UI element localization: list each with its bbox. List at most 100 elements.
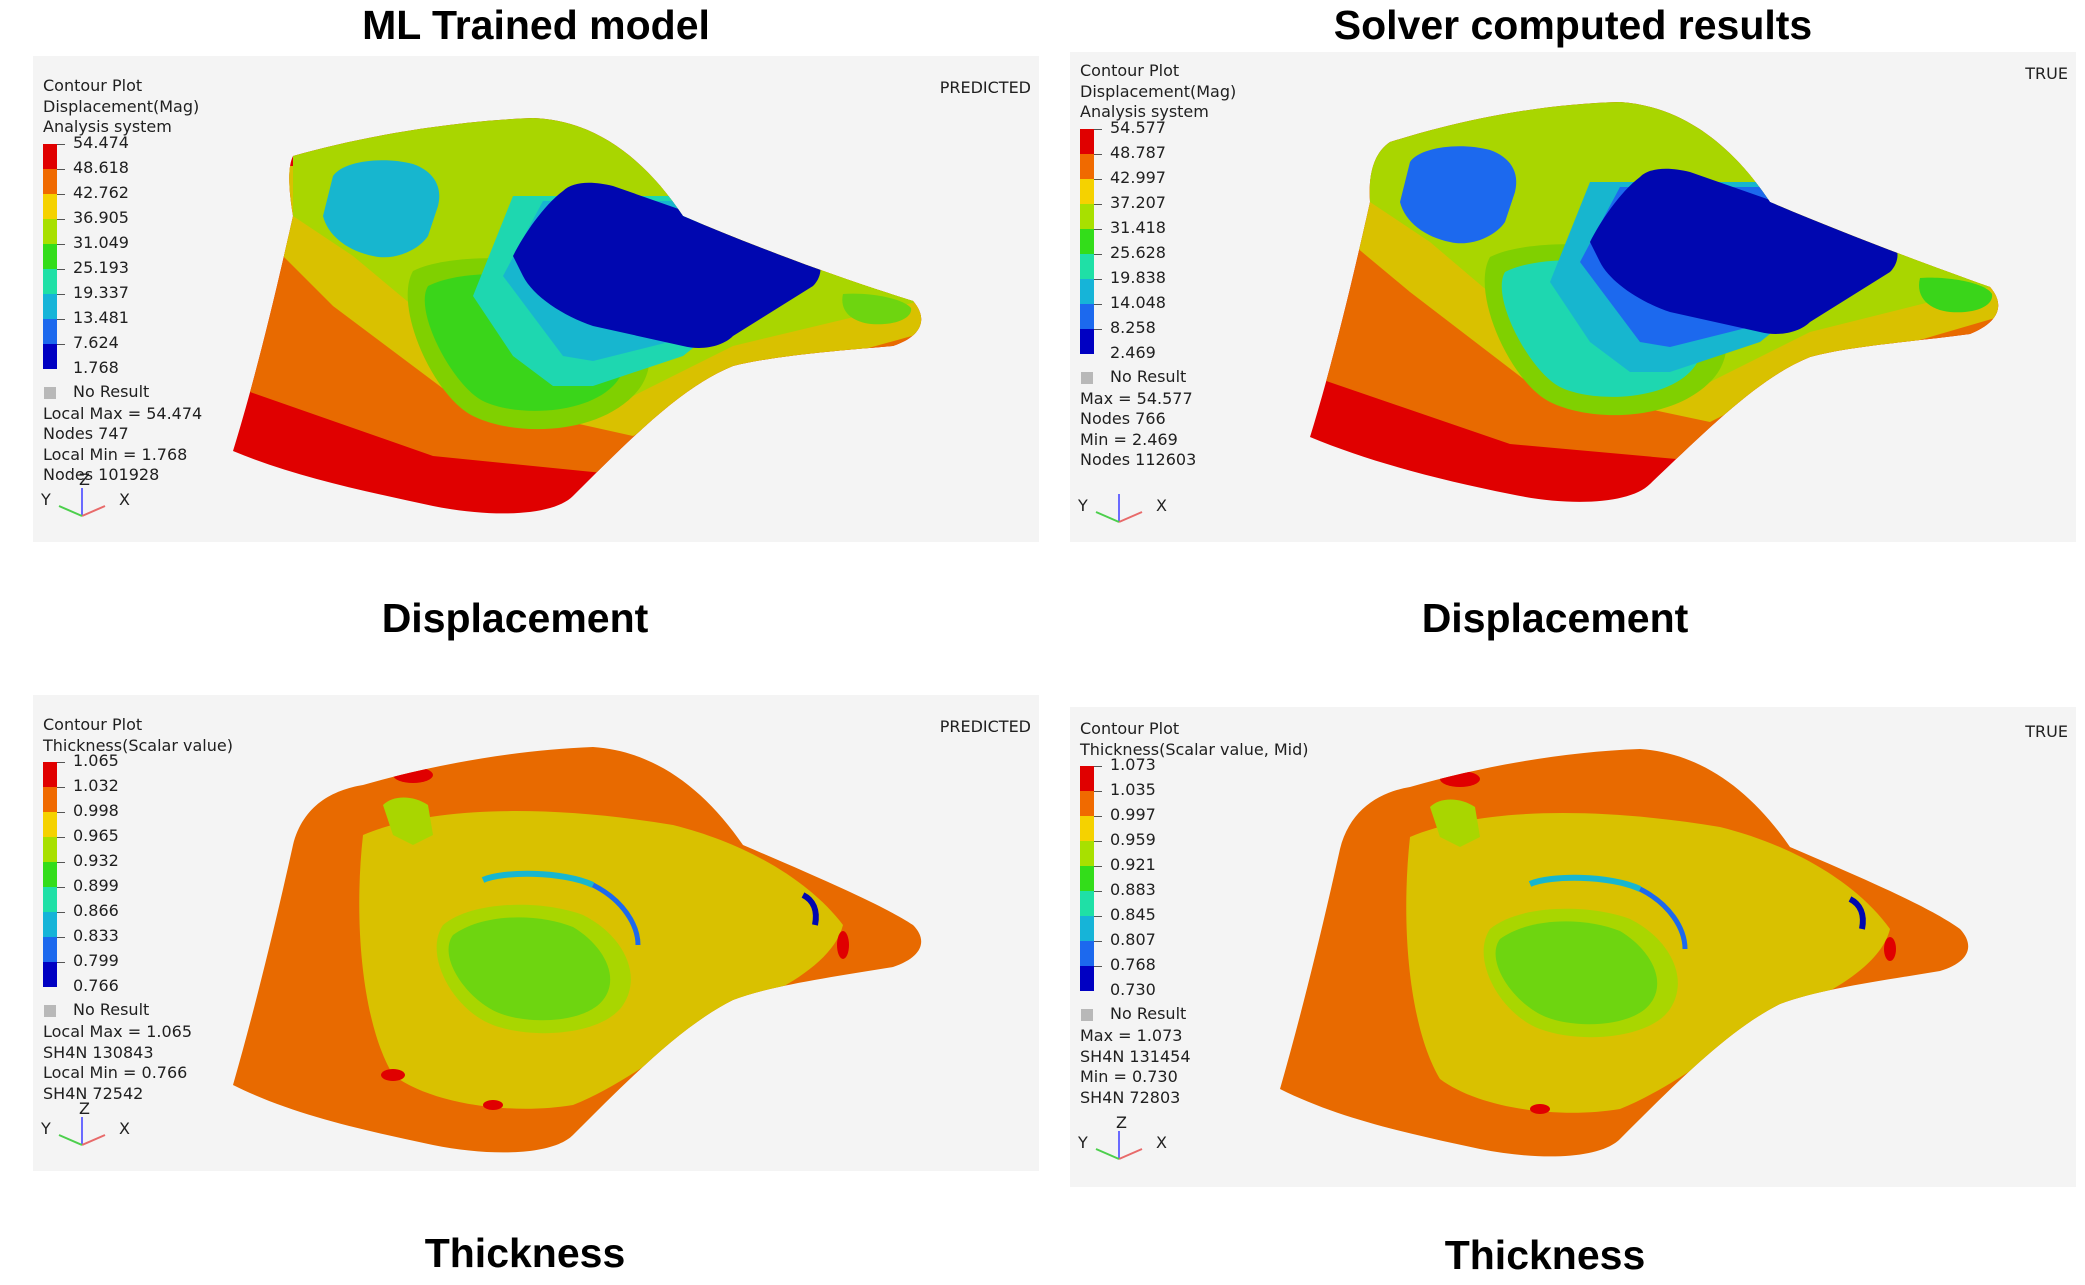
deformed-part-displacement-contour[interactable] <box>33 56 1039 542</box>
color-scale-band: 0.768 <box>1080 955 1309 991</box>
caption-thickness-right: Thickness <box>1444 1232 1646 1278</box>
tick-label: 0.766 <box>73 976 119 995</box>
tick-label: 1.768 <box>73 357 119 377</box>
deformed-part-thickness-contour[interactable] <box>33 695 1039 1171</box>
tick-mark <box>57 168 65 170</box>
legend-stat-line: Nodes 101928 <box>43 465 160 484</box>
legend-header-line: Displacement(Mag) <box>1080 81 1237 101</box>
no-result-entry: No Result <box>43 1000 233 1022</box>
tick-mark <box>1094 841 1102 842</box>
tick-label: 0.833 <box>73 926 119 945</box>
color-scale-band: 48.787 <box>1080 143 1236 179</box>
color-scale: 54.474 48.618 42.762 36.905 31.049 25.193 19.3… <box>43 133 202 380</box>
no-result-entry: No Result <box>1080 1004 1309 1026</box>
color-swatch <box>1080 228 1094 254</box>
legend-stats: Local Max = 54.474 Nodes 747 Local Min = 1… <box>43 404 202 486</box>
color-swatch <box>43 318 57 344</box>
color-scale-band: 0.997 <box>1080 805 1309 841</box>
tick-label: 8.258 <box>1110 317 1156 337</box>
no-result-entry: No Result <box>43 382 202 404</box>
legend-stat-line: Local Min = 1.768 <box>43 444 188 464</box>
no-result-label: No Result <box>1110 366 1187 386</box>
tick-mark <box>57 762 65 763</box>
color-scale-band: 0.932 <box>43 851 233 887</box>
color-scale-band: 25.628 <box>1080 243 1236 279</box>
color-scale-band: 0.921 <box>1080 855 1309 891</box>
tick-label: 31.418 <box>1110 217 1166 237</box>
color-swatch <box>43 268 57 294</box>
color-swatch <box>1080 791 1094 816</box>
viewport-displacement-true[interactable]: Contour Plot Displacement(Mag) Analysis sy… <box>1070 52 2076 542</box>
color-swatch <box>43 812 57 837</box>
tick-label: 31.049 <box>73 232 129 252</box>
legend-header-line: Thickness(Scalar value, Mid) <box>1080 739 1309 759</box>
color-swatch <box>43 912 57 937</box>
tick-mark <box>1094 153 1102 155</box>
axis-triad: Z Y X <box>37 1099 130 1169</box>
tick-mark <box>1094 916 1102 917</box>
legend-header-line: Contour Plot <box>1080 719 1180 738</box>
color-scale-band: 0.959 <box>1080 830 1309 866</box>
tick-label: 54.474 <box>73 132 129 152</box>
deformed-part-displacement-contour[interactable] <box>1070 52 2076 542</box>
legend-stat-line: Nodes 766 <box>1080 409 1166 428</box>
viewport-thickness-true[interactable]: Contour Plot Thickness(Scalar value, Mid)… <box>1070 707 2076 1187</box>
tick-label: 1.032 <box>73 776 119 795</box>
color-swatch <box>43 862 57 887</box>
color-swatch <box>43 193 57 219</box>
axis-label-z: Z <box>79 470 90 489</box>
contour-legend: Contour Plot Displacement(Mag) Analysis sy… <box>43 76 202 486</box>
tick-label: 2.469 <box>1110 342 1156 362</box>
tick-mark <box>1094 816 1102 817</box>
tick-mark <box>57 962 65 963</box>
tick-label: 7.624 <box>73 332 119 352</box>
color-swatch <box>1080 253 1094 279</box>
right-column-title: Solver computed results <box>1333 2 1813 48</box>
caption-thickness-left: Thickness <box>424 1230 626 1276</box>
axis-triad: Y X <box>1074 482 1167 542</box>
tick-label: 0.883 <box>1110 880 1156 899</box>
axis-triad-icon <box>58 488 106 517</box>
legend-header-line: Thickness(Scalar value) <box>43 735 233 755</box>
tick-label: 0.959 <box>1110 830 1156 849</box>
legend-stat-line: SH4N 131454 <box>1080 1046 1191 1066</box>
tick-label: 0.921 <box>1110 855 1156 874</box>
legend-stats: Max = 54.577 Nodes 766 Min = 2.469 Nodes 11… <box>1080 389 1236 471</box>
legend-header: Contour Plot Thickness(Scalar value) <box>43 715 233 756</box>
color-scale-band: 25.193 <box>43 258 202 294</box>
viewport-thickness-predicted[interactable]: Contour Plot Thickness(Scalar value) 1.06… <box>33 695 1039 1171</box>
tick-label: 19.838 <box>1110 267 1166 287</box>
color-scale-band: 42.997 <box>1080 168 1236 204</box>
color-scale-band: 8.258 <box>1080 318 1236 354</box>
tick-mark <box>57 937 65 938</box>
tick-label: 25.193 <box>73 257 129 277</box>
prediction-tag: PREDICTED <box>939 717 1031 736</box>
tick-mark <box>1094 791 1102 792</box>
legend-stats: Max = 1.073 SH4N 131454 Min = 0.730 SH4N 72… <box>1080 1026 1309 1108</box>
deformed-part-thickness-contour[interactable] <box>1070 707 2076 1187</box>
axis-label-x: X <box>1156 496 1167 515</box>
color-swatch <box>43 962 57 987</box>
tick-label: 0.997 <box>1110 805 1156 824</box>
axis-label-y: Y <box>41 1119 51 1138</box>
legend-stat-line: Nodes 112603 <box>1080 450 1197 469</box>
axis-label-z: Z <box>79 1099 90 1118</box>
color-swatch <box>1080 891 1094 916</box>
axis-label-x: X <box>119 490 130 509</box>
color-swatch <box>1080 203 1094 229</box>
viewport-displacement-predicted[interactable]: Contour Plot Displacement(Mag) Analysis sy… <box>33 56 1039 542</box>
axis-label-z: Z <box>1116 1113 1127 1132</box>
legend-header: Contour Plot Displacement(Mag) Analysis sy… <box>1080 61 1236 123</box>
color-swatch <box>1080 966 1094 991</box>
color-swatch <box>43 762 57 787</box>
color-swatch <box>43 143 57 169</box>
tick-mark <box>57 812 65 813</box>
legend-stats: Local Max = 1.065 SH4N 130843 Local Min = … <box>43 1022 233 1104</box>
color-swatch <box>1080 328 1094 354</box>
color-scale-band: 1.065 <box>43 751 233 787</box>
axis-triad-icon <box>58 1117 106 1146</box>
color-scale-band: 0.883 <box>1080 880 1309 916</box>
color-scale-band: 19.838 <box>1080 268 1236 304</box>
tick-label: 0.932 <box>73 851 119 870</box>
tick-label: 0.799 <box>73 951 119 970</box>
